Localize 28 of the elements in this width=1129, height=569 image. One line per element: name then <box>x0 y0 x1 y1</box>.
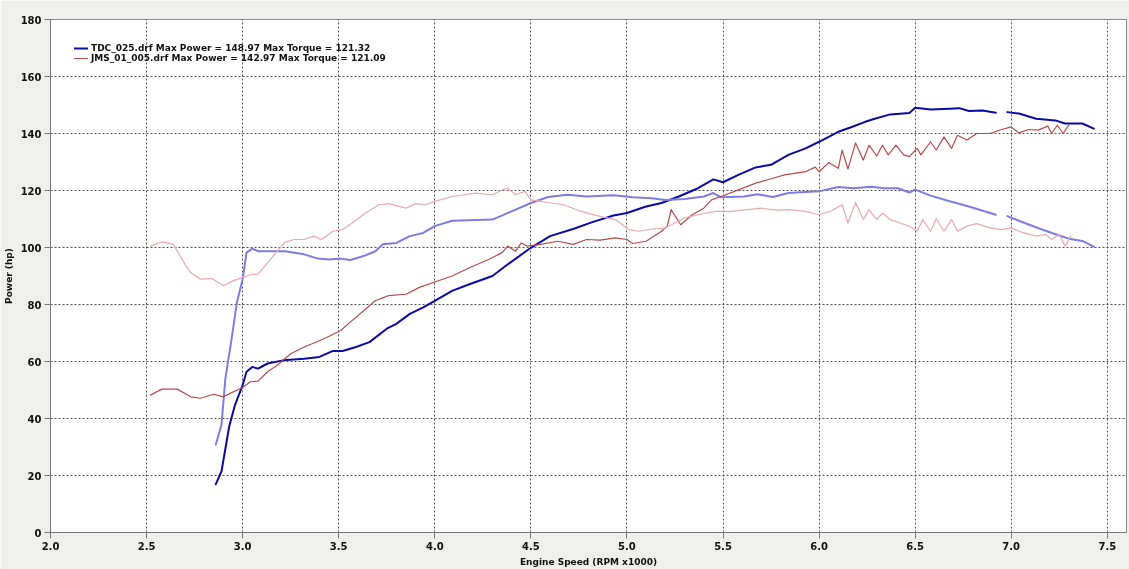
x-tick-label: 6.5 <box>906 540 925 552</box>
x-tick-label: 3.5 <box>329 540 348 552</box>
y-tick-label: 140 <box>20 128 42 140</box>
x-tick-label: 4.0 <box>425 540 444 552</box>
x-tick-label: 7.5 <box>1098 540 1117 552</box>
y-tick-label: 100 <box>20 242 42 254</box>
x-tick-label: 3.0 <box>233 540 252 552</box>
y-tick-label: 40 <box>27 413 42 425</box>
x-tick-label: 7.0 <box>1002 540 1021 552</box>
legend-label: TDC_025.drf Max Power = 148.97 Max Torque = 121.32 <box>91 43 371 53</box>
x-tick-label: 2.0 <box>41 540 60 552</box>
line-series <box>149 187 1072 287</box>
x-tick-label: 5.5 <box>714 540 732 552</box>
x-tick-label: 5.0 <box>618 540 636 552</box>
y-tick-label: 120 <box>20 185 42 197</box>
y-tick-label: 180 <box>20 14 42 26</box>
y-tick-label: 60 <box>27 356 42 368</box>
line-series <box>149 124 1070 399</box>
x-tick-label: 4.5 <box>522 540 540 552</box>
x-tick-label: 6.0 <box>810 540 828 552</box>
x-axis-title: Engine Speed (RPM x1000) <box>519 556 658 567</box>
legend-label: JMS_01_005.drf Max Power = 142.97 Max Torque = 121.09 <box>91 53 386 63</box>
y-tick-label: 0 <box>34 527 42 539</box>
x-tick-label: 2.5 <box>137 540 156 552</box>
y-tick-label: 80 <box>27 299 42 311</box>
y-tick-label: 20 <box>27 470 42 482</box>
y-axis-title: Power (hp) <box>3 248 14 304</box>
y-tick-label: 160 <box>20 71 42 83</box>
